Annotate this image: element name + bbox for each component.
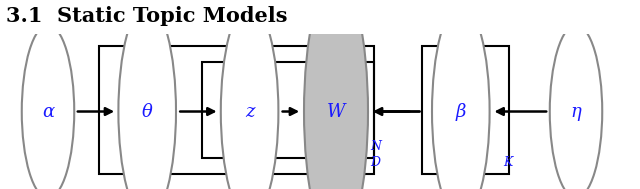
- Bar: [422, 46, 509, 174]
- Bar: [202, 62, 374, 158]
- Text: D: D: [370, 156, 380, 169]
- Ellipse shape: [304, 0, 368, 189]
- Text: z: z: [245, 102, 254, 121]
- Text: α: α: [42, 102, 54, 121]
- Ellipse shape: [118, 4, 176, 189]
- Text: 3.1  Static Topic Models: 3.1 Static Topic Models: [6, 6, 288, 26]
- Text: β: β: [456, 102, 466, 121]
- Text: N: N: [370, 140, 381, 153]
- Text: θ: θ: [142, 102, 152, 121]
- Ellipse shape: [432, 4, 490, 189]
- Ellipse shape: [221, 4, 278, 189]
- Ellipse shape: [22, 25, 74, 189]
- Text: W: W: [327, 102, 345, 121]
- Bar: [99, 46, 374, 174]
- Text: η: η: [571, 102, 581, 121]
- Ellipse shape: [550, 25, 602, 189]
- Text: K: K: [504, 156, 513, 169]
